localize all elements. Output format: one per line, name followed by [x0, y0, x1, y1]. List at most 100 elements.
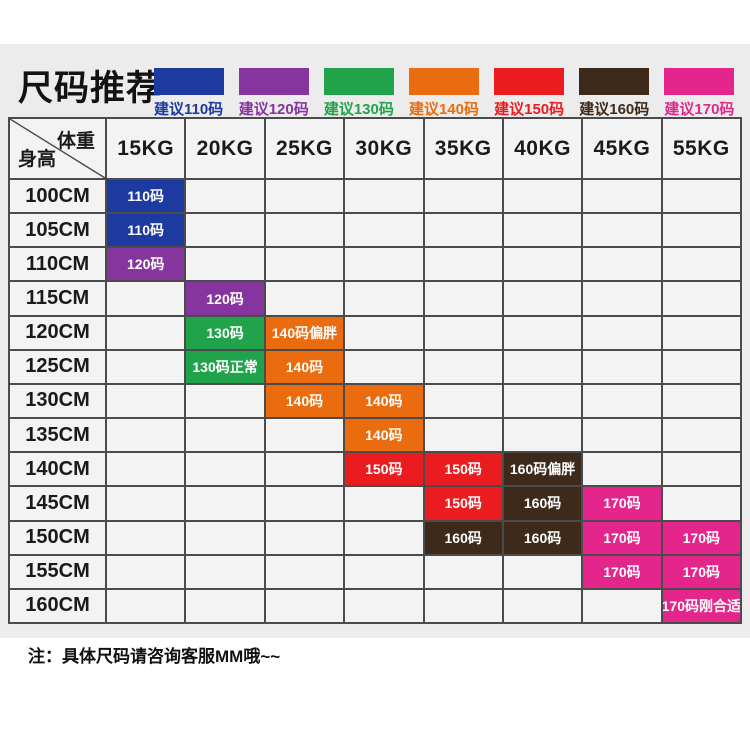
- empty-cell: [503, 350, 582, 383]
- empty-cell: [583, 419, 661, 452]
- empty-cell: [503, 282, 582, 315]
- size-cell: 130码: [186, 316, 264, 349]
- empty-cell: [662, 384, 740, 418]
- empty-cell: [662, 248, 740, 281]
- empty-cell: [424, 316, 502, 349]
- empty-cell: [503, 589, 582, 622]
- empty-cell: [345, 555, 423, 588]
- size-legend: 建议110码 建议120码 建议130码 建议140码 建议150码 建议160码 建议17…: [146, 68, 742, 119]
- row-label: 160CM: [10, 589, 105, 622]
- size-cell: 150码: [424, 453, 502, 486]
- legend-label: 建议160码: [579, 101, 650, 118]
- empty-cell: [107, 282, 185, 315]
- empty-cell: [107, 555, 185, 588]
- empty-cell: [662, 214, 740, 247]
- size-cell: 110码: [107, 214, 185, 247]
- empty-cell: [424, 180, 502, 213]
- empty-cell: [503, 384, 582, 418]
- empty-cell: [265, 214, 344, 247]
- empty-cell: [583, 350, 661, 383]
- empty-cell: [265, 589, 344, 622]
- empty-cell: [662, 180, 740, 213]
- empty-cell: [662, 419, 740, 452]
- empty-cell: [186, 487, 264, 520]
- size-cell: 170码: [583, 555, 661, 588]
- legend-swatch-brown: [579, 68, 650, 95]
- empty-cell: [503, 316, 582, 349]
- row-label: 150CM: [10, 521, 105, 554]
- empty-cell: [186, 453, 264, 486]
- row-label: 155CM: [10, 555, 105, 588]
- size-cell: 170码刚合适: [662, 589, 740, 622]
- empty-cell: [186, 384, 264, 418]
- column-header: 35KG: [424, 119, 502, 178]
- empty-cell: [503, 180, 582, 213]
- empty-cell: [107, 419, 185, 452]
- size-cell: 150码: [345, 453, 423, 486]
- empty-cell: [662, 282, 740, 315]
- row-label: 105CM: [10, 214, 105, 247]
- empty-cell: [424, 589, 502, 622]
- legend-item: 建议130码: [316, 68, 401, 119]
- empty-cell: [424, 419, 502, 452]
- empty-cell: [107, 521, 185, 554]
- legend-label: 建议110码: [153, 101, 224, 118]
- page-title: 尺码推荐: [18, 69, 163, 108]
- size-cell: 120码: [107, 248, 185, 281]
- empty-cell: [265, 487, 344, 520]
- column-header: 15KG: [107, 119, 185, 178]
- empty-cell: [107, 350, 185, 383]
- legend-swatch-blue: [153, 68, 224, 95]
- empty-cell: [424, 555, 502, 588]
- size-cell: 160码: [424, 521, 502, 554]
- legend-item: 建议120码: [231, 68, 316, 119]
- row-label: 110CM: [10, 248, 105, 281]
- legend-item: 建议140码: [401, 68, 486, 119]
- empty-cell: [662, 453, 740, 486]
- empty-cell: [662, 316, 740, 349]
- column-header: 30KG: [345, 119, 423, 178]
- empty-cell: [186, 419, 264, 452]
- legend-swatch-green: [323, 68, 394, 95]
- empty-cell: [186, 555, 264, 588]
- size-cell: 160码: [503, 521, 582, 554]
- row-label: 145CM: [10, 487, 105, 520]
- empty-cell: [424, 282, 502, 315]
- empty-cell: [186, 214, 264, 247]
- corner-weight-label: 体重: [56, 131, 95, 152]
- legend-item: 建议170码: [657, 68, 742, 119]
- empty-cell: [583, 453, 661, 486]
- corner-height-label: 身高: [18, 149, 57, 170]
- row-label: 140CM: [10, 453, 105, 486]
- empty-cell: [583, 248, 661, 281]
- legend-label: 建议170码: [664, 101, 735, 118]
- footnote: 注：具体尺码请咨询客服MM哦~~: [28, 647, 281, 666]
- empty-cell: [662, 487, 740, 520]
- empty-cell: [583, 180, 661, 213]
- legend-label: 建议140码: [408, 101, 479, 118]
- size-cell: 140码: [345, 384, 423, 418]
- empty-cell: [583, 282, 661, 315]
- empty-cell: [107, 316, 185, 349]
- column-header: 55KG: [662, 119, 740, 178]
- empty-cell: [345, 248, 423, 281]
- empty-cell: [265, 248, 344, 281]
- row-label: 115CM: [10, 282, 105, 315]
- empty-cell: [186, 180, 264, 213]
- legend-label: 建议130码: [323, 101, 394, 118]
- size-cell: 120码: [186, 282, 264, 315]
- row-label: 130CM: [10, 384, 105, 418]
- empty-cell: [345, 180, 423, 213]
- empty-cell: [345, 521, 423, 554]
- size-cell: 170码: [583, 521, 661, 554]
- empty-cell: [265, 180, 344, 213]
- empty-cell: [345, 589, 423, 622]
- size-cell: 160码偏胖: [503, 453, 582, 486]
- legend-swatch-red: [494, 68, 565, 95]
- empty-cell: [107, 384, 185, 418]
- size-cell: 110码: [107, 180, 185, 213]
- column-header: 25KG: [265, 119, 344, 178]
- empty-cell: [345, 350, 423, 383]
- size-cell: 150码: [424, 487, 502, 520]
- empty-cell: [503, 248, 582, 281]
